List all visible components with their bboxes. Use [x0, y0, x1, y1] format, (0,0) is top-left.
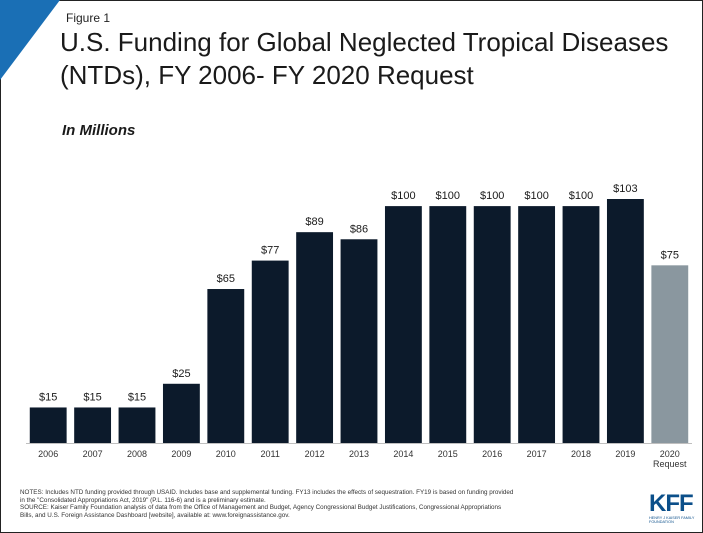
notes: NOTES: Includes NTD funding provided thr…	[20, 489, 642, 519]
data-label: $100	[480, 190, 504, 202]
x-tick-label: 2008	[127, 449, 147, 459]
bar-chart: $15 2006 $15 2007 $15 2008 $25 2009 $65 2010 $77 20…	[26, 183, 692, 469]
x-tick-label: 2016	[482, 449, 502, 459]
data-label: $15	[128, 391, 146, 403]
data-label: $65	[217, 273, 235, 285]
chart-title: U.S. Funding for Global Neglected Tropic…	[60, 27, 669, 90]
x-tick-label: 2017	[527, 449, 547, 459]
data-label: $100	[524, 190, 548, 202]
data-label: $100	[569, 190, 593, 202]
data-label: $15	[39, 391, 57, 403]
data-label: $77	[261, 245, 279, 257]
data-label: $25	[172, 368, 190, 380]
bar	[74, 407, 112, 443]
corner-accent	[0, 0, 60, 80]
kff-logo: KFF HENRY J KAISER FAMILY FOUNDATION	[649, 492, 697, 525]
notes-line: in the "Consolidated Appropriations Act,…	[20, 496, 266, 504]
source-line: SOURCE: Kaiser Family Foundation analysi…	[20, 504, 502, 512]
logo-subtext: HENRY J KAISER FAMILY FOUNDATION	[649, 516, 695, 525]
bar	[429, 206, 467, 443]
bar	[384, 206, 422, 443]
bar	[518, 206, 556, 443]
x-tick-label: 2006	[38, 449, 58, 459]
bar	[118, 407, 156, 443]
x-tick-label: 2010	[216, 449, 236, 459]
notes-line: NOTES: Includes NTD funding provided thr…	[20, 489, 514, 496]
data-label: $75	[661, 249, 679, 261]
bar	[251, 260, 289, 443]
bar	[162, 383, 200, 443]
x-tick-label: 2011	[261, 449, 280, 459]
data-label: $89	[305, 216, 323, 228]
data-label: $15	[83, 391, 101, 403]
data-label: $100	[391, 190, 415, 202]
x-tick-label: 2015	[438, 449, 458, 459]
bar	[651, 265, 689, 443]
logo-wordmark: KFF	[649, 490, 694, 517]
bar	[606, 199, 644, 443]
bar	[29, 407, 67, 443]
x-tick-label: 2020 Request	[653, 449, 687, 469]
x-tick-label: 2014	[393, 449, 413, 459]
x-tick-label: 2007	[83, 449, 103, 459]
x-tick-label: 2009	[171, 449, 191, 459]
data-label: $86	[350, 223, 368, 235]
x-tick-label: 2019	[615, 449, 635, 459]
figure-label: Figure 1	[66, 11, 111, 25]
bar	[340, 239, 378, 443]
bar	[296, 232, 334, 443]
x-tick-label: 2018	[571, 449, 591, 459]
chart-subtitle: In Millions	[62, 122, 136, 139]
data-label: $100	[436, 190, 460, 202]
x-tick-label: 2012	[305, 449, 325, 459]
bar	[207, 289, 245, 443]
x-tick-label: 2013	[349, 449, 369, 459]
data-label: $103	[613, 183, 637, 195]
bar	[473, 206, 511, 443]
bar	[562, 206, 600, 443]
source-line: Bills, and U.S. Foreign Assistance Dashb…	[20, 511, 290, 519]
